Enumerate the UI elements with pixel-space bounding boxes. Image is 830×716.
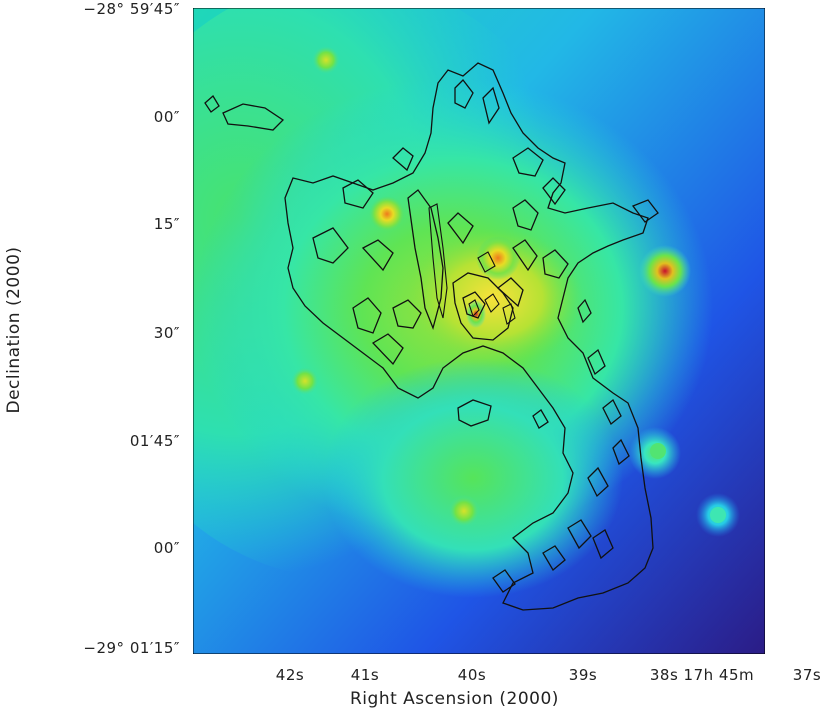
contour-lines (204, 62, 659, 611)
y-tick-label: −28° 59′45″ (83, 0, 180, 18)
y-tick-label: 00″ (153, 108, 180, 126)
y-tick-label: 01′45″ (129, 432, 180, 450)
y-tick-label: 00″ (153, 539, 180, 557)
point-source (466, 300, 486, 328)
false-color-image (193, 8, 765, 654)
contour-lines-inner (428, 203, 516, 325)
point-source (639, 245, 691, 297)
x-tick-label: 38s 17h 45m (649, 666, 755, 684)
x-tick-label: 40s (457, 666, 487, 684)
point-source (291, 367, 319, 395)
point-source (312, 46, 340, 74)
y-tick-label: 30″ (153, 324, 180, 342)
diffuse-emission-south-lobe (323, 358, 623, 598)
point-source (476, 236, 520, 280)
y-tick-label: 15″ (153, 215, 180, 233)
point-source (448, 495, 480, 527)
x-tick-label: 37s (792, 666, 822, 684)
hot-region (403, 228, 583, 368)
point-source-core (710, 507, 726, 523)
y-tick-label: −29° 01′15″ (83, 639, 180, 657)
x-tick-label: 39s (568, 666, 598, 684)
point-source-core (650, 443, 666, 459)
point-source (369, 196, 405, 232)
x-axis-label: Right Ascension (2000) (350, 689, 559, 709)
x-tick-label: 42s (275, 666, 305, 684)
x-tick-label: 41s (350, 666, 380, 684)
image-canvas (193, 8, 765, 654)
